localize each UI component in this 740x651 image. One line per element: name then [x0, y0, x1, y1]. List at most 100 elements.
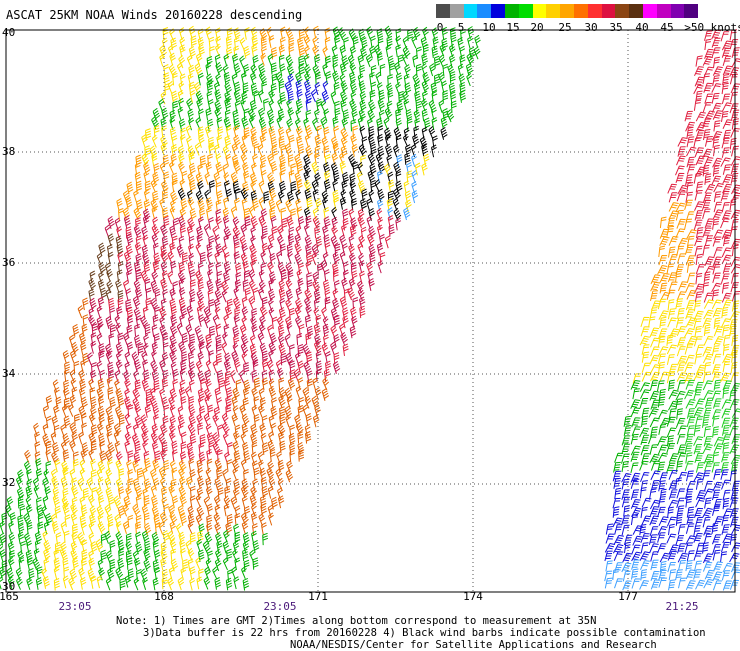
wind-barb [658, 299, 666, 309]
wind-barb [134, 578, 139, 591]
wind-barb [703, 283, 709, 294]
wind-barb [713, 550, 720, 560]
time-label-2: 23:05 [263, 600, 296, 613]
wind-barb [74, 361, 79, 373]
wind-barb [165, 83, 170, 95]
wind-barb [199, 45, 205, 57]
wind-barb [270, 450, 275, 462]
wind-barb [213, 567, 218, 580]
wind-barb [658, 507, 666, 517]
wind-barb [245, 288, 250, 300]
wind-barb [56, 397, 61, 409]
wind-barb [650, 418, 660, 427]
lat-label-40: 40 [2, 26, 15, 39]
wind-barb [732, 525, 740, 534]
wind-barb [324, 217, 330, 229]
wind-barb [142, 505, 148, 518]
wind-barb [82, 443, 88, 455]
wind-barb [677, 327, 686, 336]
wind-barb [264, 99, 269, 111]
wind-barb [295, 242, 302, 255]
wind-barb [385, 236, 390, 248]
wind-barb [90, 506, 96, 519]
wind-barb [641, 473, 650, 482]
wind-barb [54, 567, 59, 579]
wind-barb [36, 578, 42, 590]
wind-barb [258, 452, 263, 465]
wind-barb [677, 338, 685, 348]
wind-barb [732, 570, 740, 579]
wind-barb [311, 90, 316, 103]
wind-barb [188, 368, 195, 381]
wind-barb [705, 219, 714, 228]
lat-label-36: 36 [2, 256, 15, 269]
wind-barb [163, 531, 169, 543]
wind-barb [687, 230, 697, 239]
wind-barb [208, 405, 213, 417]
wind-barb [280, 171, 285, 183]
wind-barb [163, 190, 168, 202]
wind-barb [386, 144, 393, 157]
wind-barb [703, 193, 711, 203]
wind-barb [168, 272, 173, 285]
wind-barb [704, 310, 714, 319]
wind-barb [315, 83, 320, 95]
wind-barb [332, 137, 339, 150]
wind-barb [182, 333, 188, 345]
wind-barb [416, 101, 421, 113]
wind-barb [687, 137, 694, 147]
wind-barb [142, 379, 149, 392]
wind-barb [714, 192, 721, 202]
wind-barb [641, 435, 649, 445]
wind-barb [304, 155, 311, 168]
wind-barb [649, 535, 657, 545]
wind-barb [305, 432, 311, 444]
wind-barb [335, 108, 340, 120]
wind-barb [650, 391, 659, 400]
wind-barb [133, 388, 140, 401]
wind-barb [660, 489, 666, 500]
wind-barb [53, 380, 58, 393]
wind-barb [180, 369, 185, 381]
wind-barb [686, 561, 693, 572]
wind-barb [341, 332, 348, 345]
wind-barb [704, 325, 710, 336]
wind-barb [668, 184, 677, 193]
wind-barb [713, 581, 722, 591]
wind-barb [197, 539, 202, 552]
wind-barb [622, 473, 632, 482]
wind-barb [188, 218, 195, 231]
wind-barb [723, 388, 729, 399]
wind-barb [642, 363, 650, 373]
lat-label-38: 38 [2, 145, 15, 158]
wind-barb [731, 84, 740, 93]
wind-barb [171, 559, 178, 572]
wind-barb [390, 63, 395, 75]
wind-barb [81, 523, 86, 535]
wind-barb [678, 138, 688, 147]
wind-barb [199, 109, 204, 121]
wind-barb [714, 437, 724, 446]
wind-barb [669, 329, 679, 338]
wind-barb [253, 540, 259, 552]
wind-barb [703, 508, 713, 517]
wind-barb [298, 432, 303, 444]
wind-barb [89, 522, 94, 535]
wind-barb [334, 353, 339, 365]
wind-barb [713, 354, 721, 364]
wind-barb [350, 326, 356, 338]
wind-barb [387, 155, 392, 167]
wind-barb [660, 317, 667, 328]
wind-barb [668, 507, 674, 518]
wind-barb [631, 490, 639, 500]
wind-barb [722, 525, 730, 535]
wind-barb [63, 433, 70, 446]
wind-barb [83, 488, 89, 500]
wind-barb [261, 170, 266, 182]
wind-barb [206, 63, 211, 75]
wind-barb [196, 53, 202, 65]
wind-barb [226, 523, 232, 535]
wind-barb [722, 211, 731, 220]
wind-barb [721, 319, 731, 328]
wind-barb [298, 378, 303, 390]
